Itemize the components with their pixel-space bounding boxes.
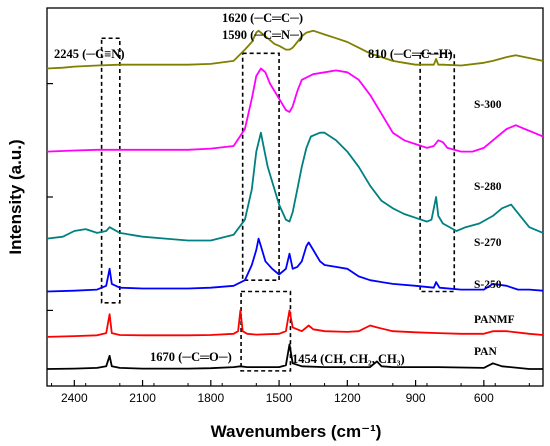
series-line-s-300 — [46, 29, 544, 70]
label-s280: S-280 — [474, 181, 502, 193]
label-pan: PAN — [474, 346, 497, 358]
x-tick-label-2400: 2400 — [61, 391, 88, 405]
series-line-s-250 — [46, 237, 544, 293]
axis-ticks: 2400 2100 1800 1500 1200 900 600 — [47, 82, 530, 405]
annot-co: 1670 (─C═O─) — [150, 350, 232, 364]
x-axis-title: Wavenumbers (cm⁻¹) — [211, 422, 382, 441]
dashed-box-3 — [240, 290, 292, 372]
y-axis-title: Intensity (a.u.) — [6, 139, 25, 254]
x-tick-label-1800: 1800 — [197, 391, 224, 405]
series-line-s-280 — [46, 67, 544, 153]
annot-ch: 1454 (CH, CH₂, CH₃) — [292, 352, 405, 366]
x-tick-label-2100: 2100 — [129, 391, 156, 405]
dashed-boxes — [100, 37, 456, 372]
label-s250: S-250 — [474, 279, 502, 291]
dashed-box-2 — [419, 52, 456, 293]
annot-cc: 1620 (─C═C─) — [222, 11, 303, 25]
series-line-s-270 — [46, 131, 544, 242]
label-panmf: PANMF — [474, 314, 515, 326]
x-tick-label-1500: 1500 — [266, 391, 293, 405]
x-tick-label-600: 600 — [474, 391, 494, 405]
annot-cn: 2245 (─C≡N) — [54, 47, 124, 61]
dashed-box-1 — [241, 52, 280, 281]
label-s300: S-300 — [474, 99, 502, 111]
annot-cch: 810 (─C═C─H) — [368, 47, 453, 61]
annot-cnd: 1590 (─C═N─) — [222, 28, 303, 42]
label-s270: S-270 — [474, 237, 502, 249]
series-lines — [46, 29, 544, 370]
x-tick-label-1200: 1200 — [334, 391, 361, 405]
dashed-box-0 — [100, 37, 121, 304]
series-line-pan — [46, 343, 543, 370]
series-line-panmf — [46, 309, 544, 338]
x-tick-label-900: 900 — [406, 391, 426, 405]
